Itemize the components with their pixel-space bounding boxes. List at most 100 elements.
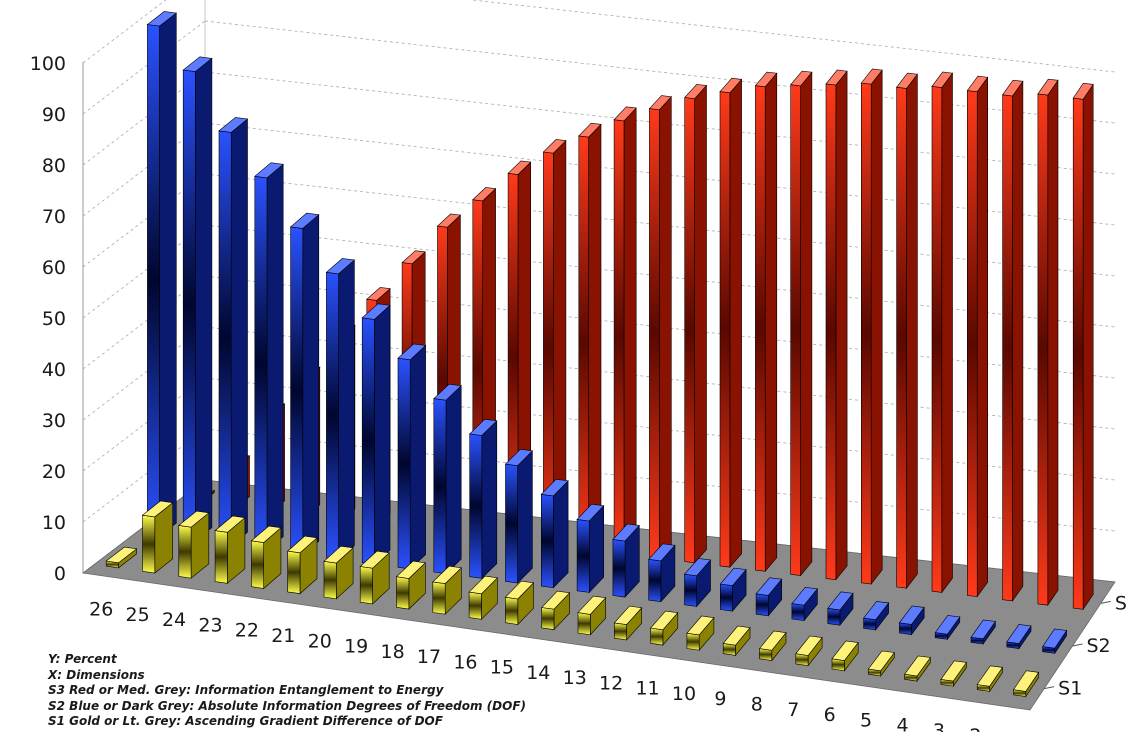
bar-S1-25	[141, 500, 174, 574]
bar-S3-4	[966, 75, 989, 598]
bar-side	[445, 384, 462, 575]
bar-top	[178, 510, 210, 528]
bar-top	[472, 187, 497, 202]
bar-top	[940, 660, 967, 682]
bar-side	[302, 214, 320, 556]
bar-S2-17	[469, 418, 498, 580]
bar-top	[214, 515, 246, 533]
bar-S1-7	[795, 635, 823, 667]
bar-front	[612, 539, 626, 598]
bar-front	[790, 84, 801, 576]
bar-top	[758, 630, 787, 651]
x-tick-label-12: 12	[599, 672, 623, 694]
bar-top	[613, 605, 643, 625]
bar-S3-7	[860, 68, 883, 585]
bar-S3-9	[790, 70, 813, 577]
bar-front	[759, 648, 773, 661]
bar-S2-16	[504, 448, 534, 584]
bar-front	[791, 603, 805, 621]
bar-S2-6	[863, 601, 890, 631]
bar-front	[323, 560, 337, 600]
bar-S1-24	[178, 510, 210, 579]
bar-top	[366, 287, 391, 301]
bar-top	[831, 640, 859, 661]
bar-top	[904, 655, 931, 677]
bar-top	[468, 575, 499, 595]
bar-side	[906, 73, 918, 590]
legend-s3: S3 Red or Med. Grey: Information Entangl…	[48, 683, 444, 697]
bar-front	[433, 398, 447, 574]
bar-front	[396, 576, 410, 610]
bar-S1-13	[577, 595, 607, 636]
bar-top	[323, 545, 354, 564]
bar-top	[1042, 628, 1068, 649]
y-tick-label-90: 90	[42, 104, 66, 126]
bar-front	[755, 85, 766, 572]
bar-front	[755, 593, 769, 617]
bar-top	[146, 11, 178, 27]
bar-top	[289, 212, 320, 229]
x-tick-label-19: 19	[344, 636, 368, 658]
bar-top	[719, 77, 743, 94]
bar-front	[966, 90, 978, 597]
gridline-back-100	[469, 0, 1116, 73]
bar-top	[1037, 78, 1059, 96]
bar-S3-1	[1072, 82, 1094, 611]
bar-S3-6	[896, 72, 918, 590]
bar-S1-5	[867, 650, 895, 677]
bar-S1-4	[904, 655, 931, 683]
x-tick-label-7: 7	[787, 699, 799, 721]
y-tick-label-100: 100	[30, 53, 66, 75]
legend-y: Y: Percent	[48, 652, 117, 666]
bar-S2-10	[719, 567, 747, 612]
bar-top	[218, 117, 249, 133]
series-S3	[189, 68, 1094, 611]
series-label-S3: S3	[1115, 592, 1127, 614]
y-tick-label-80: 80	[42, 155, 66, 177]
bar-top	[966, 75, 989, 93]
bar-top	[795, 635, 823, 656]
y-tick-label-20: 20	[42, 461, 66, 483]
bar-top	[507, 160, 532, 175]
x-tick-label-24: 24	[162, 609, 186, 631]
bar-top	[576, 503, 605, 522]
bar-S3-12	[684, 84, 708, 564]
bar-S2-23	[254, 162, 284, 551]
bar-S3-15	[578, 122, 602, 551]
bar-front	[182, 69, 196, 542]
bar-front	[719, 583, 733, 612]
bar-top	[469, 418, 498, 436]
bar-side	[764, 72, 778, 573]
bar-front	[578, 135, 589, 551]
x-tick-label-15: 15	[490, 657, 514, 679]
bar-S1-6	[831, 640, 859, 672]
legend-s2: S2 Blue or Dark Grey: Absolute Informati…	[48, 698, 527, 713]
bar-top	[250, 525, 282, 543]
bar-S2-20	[361, 303, 391, 565]
bar-S1-2	[976, 665, 1004, 693]
bar-S1-16	[468, 575, 499, 621]
bar-S2-7	[827, 591, 854, 627]
bar-side	[941, 72, 953, 594]
bar-side	[729, 78, 742, 568]
bar-S1-8	[758, 630, 787, 662]
bar-top	[433, 383, 462, 401]
bar-S1-22	[250, 525, 282, 590]
bar-front	[649, 108, 660, 559]
bar-front	[863, 617, 877, 631]
bar-top	[105, 546, 138, 564]
bar-side	[623, 107, 637, 556]
bar-top	[650, 610, 679, 631]
bar-S3-16	[542, 139, 567, 547]
x-tick-label-10: 10	[672, 683, 696, 705]
bar-front	[931, 85, 943, 593]
bar-side	[481, 420, 498, 580]
bar-top	[325, 258, 356, 275]
y-tick-label-50: 50	[42, 308, 66, 330]
x-tick-label-21: 21	[271, 625, 295, 647]
bar-S1-12	[613, 605, 643, 641]
bar-S2-19	[397, 343, 427, 570]
bar-front	[254, 175, 268, 551]
bar-S2-2	[1006, 624, 1032, 650]
